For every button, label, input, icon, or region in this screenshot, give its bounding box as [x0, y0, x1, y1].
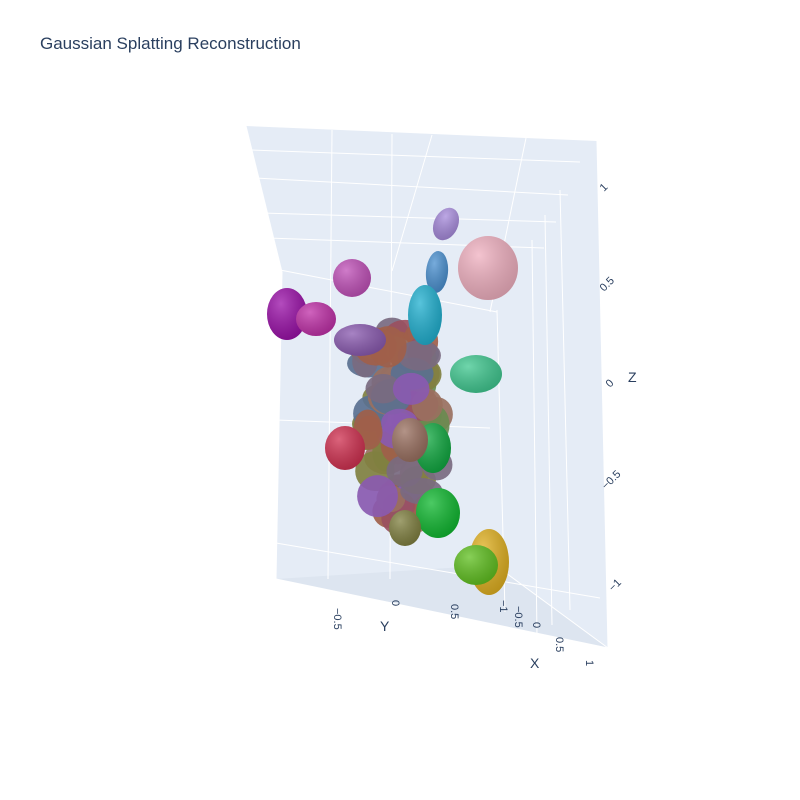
splat-cluster-ellipse: [397, 340, 441, 371]
gridline: [531, 239, 538, 639]
gridline: [544, 214, 553, 626]
splat-cluster-ellipse: [365, 373, 401, 404]
chart-title: Gaussian Splatting Reconstruction: [40, 34, 301, 53]
splat-shade: [408, 285, 442, 345]
splat-shade: [296, 302, 336, 336]
z-tick-label: −1: [607, 577, 624, 594]
splat-ellipse: [389, 510, 421, 546]
splat-ellipse: [296, 302, 336, 336]
y-tick-label: 0.5: [448, 604, 460, 619]
y-tick-label: −0.5: [331, 608, 343, 630]
splat-ellipse: [432, 207, 460, 241]
x-tick-label: 0.5: [553, 637, 565, 652]
splat-ellipse: [267, 288, 307, 340]
gridline: [391, 134, 433, 272]
x-tick-label: −1: [497, 600, 509, 613]
splat-cluster-ellipse: [357, 475, 398, 518]
splat-ellipse: [408, 285, 442, 345]
z-axis-title: Z: [628, 369, 637, 385]
splat-ellipse: [325, 426, 365, 470]
splat-shade: [389, 510, 421, 546]
splat-shade: [458, 236, 518, 300]
splat-shade: [450, 355, 502, 393]
splat-ellipse: [450, 355, 502, 393]
splat-ellipse: [334, 324, 386, 356]
gridline: [494, 564, 609, 649]
gridline: [254, 177, 569, 196]
x-tick-label: 1: [583, 660, 595, 666]
gridline: [261, 212, 557, 223]
x-axis-title: X: [530, 655, 540, 671]
splat-shade: [416, 488, 460, 538]
gridline: [249, 149, 581, 163]
x-tick-label: 0: [530, 622, 542, 628]
splat-shade: [333, 259, 371, 297]
splat-cluster-ellipse: [392, 372, 430, 405]
gridline: [275, 578, 609, 649]
x-tick-label: −0.5: [512, 606, 524, 628]
splat-shade: [454, 545, 498, 585]
splat-shade: [334, 324, 386, 356]
splat-ellipse: [416, 488, 460, 538]
gridline: [275, 542, 601, 599]
floor-wall: [276, 565, 608, 648]
splat-ellipse: [392, 418, 428, 462]
z-tick-label: 0: [604, 377, 617, 390]
splat-ellipse: [333, 259, 371, 297]
splat-shade: [425, 251, 449, 293]
splat-shade: [432, 207, 460, 241]
splat-ellipse: [458, 236, 518, 300]
splat-shade: [267, 288, 307, 340]
gridline: [327, 129, 333, 580]
y-tick-label: 0: [389, 600, 401, 606]
z-tick-label: 1: [598, 181, 611, 194]
y-axis-title: Y: [380, 618, 390, 634]
splat-ellipse: [454, 545, 498, 585]
gridline: [596, 140, 609, 649]
splat-ellipse: [425, 251, 449, 293]
splat-shade: [325, 426, 365, 470]
splat-shade: [392, 418, 428, 462]
gridline: [559, 189, 571, 611]
gridline: [279, 269, 498, 313]
